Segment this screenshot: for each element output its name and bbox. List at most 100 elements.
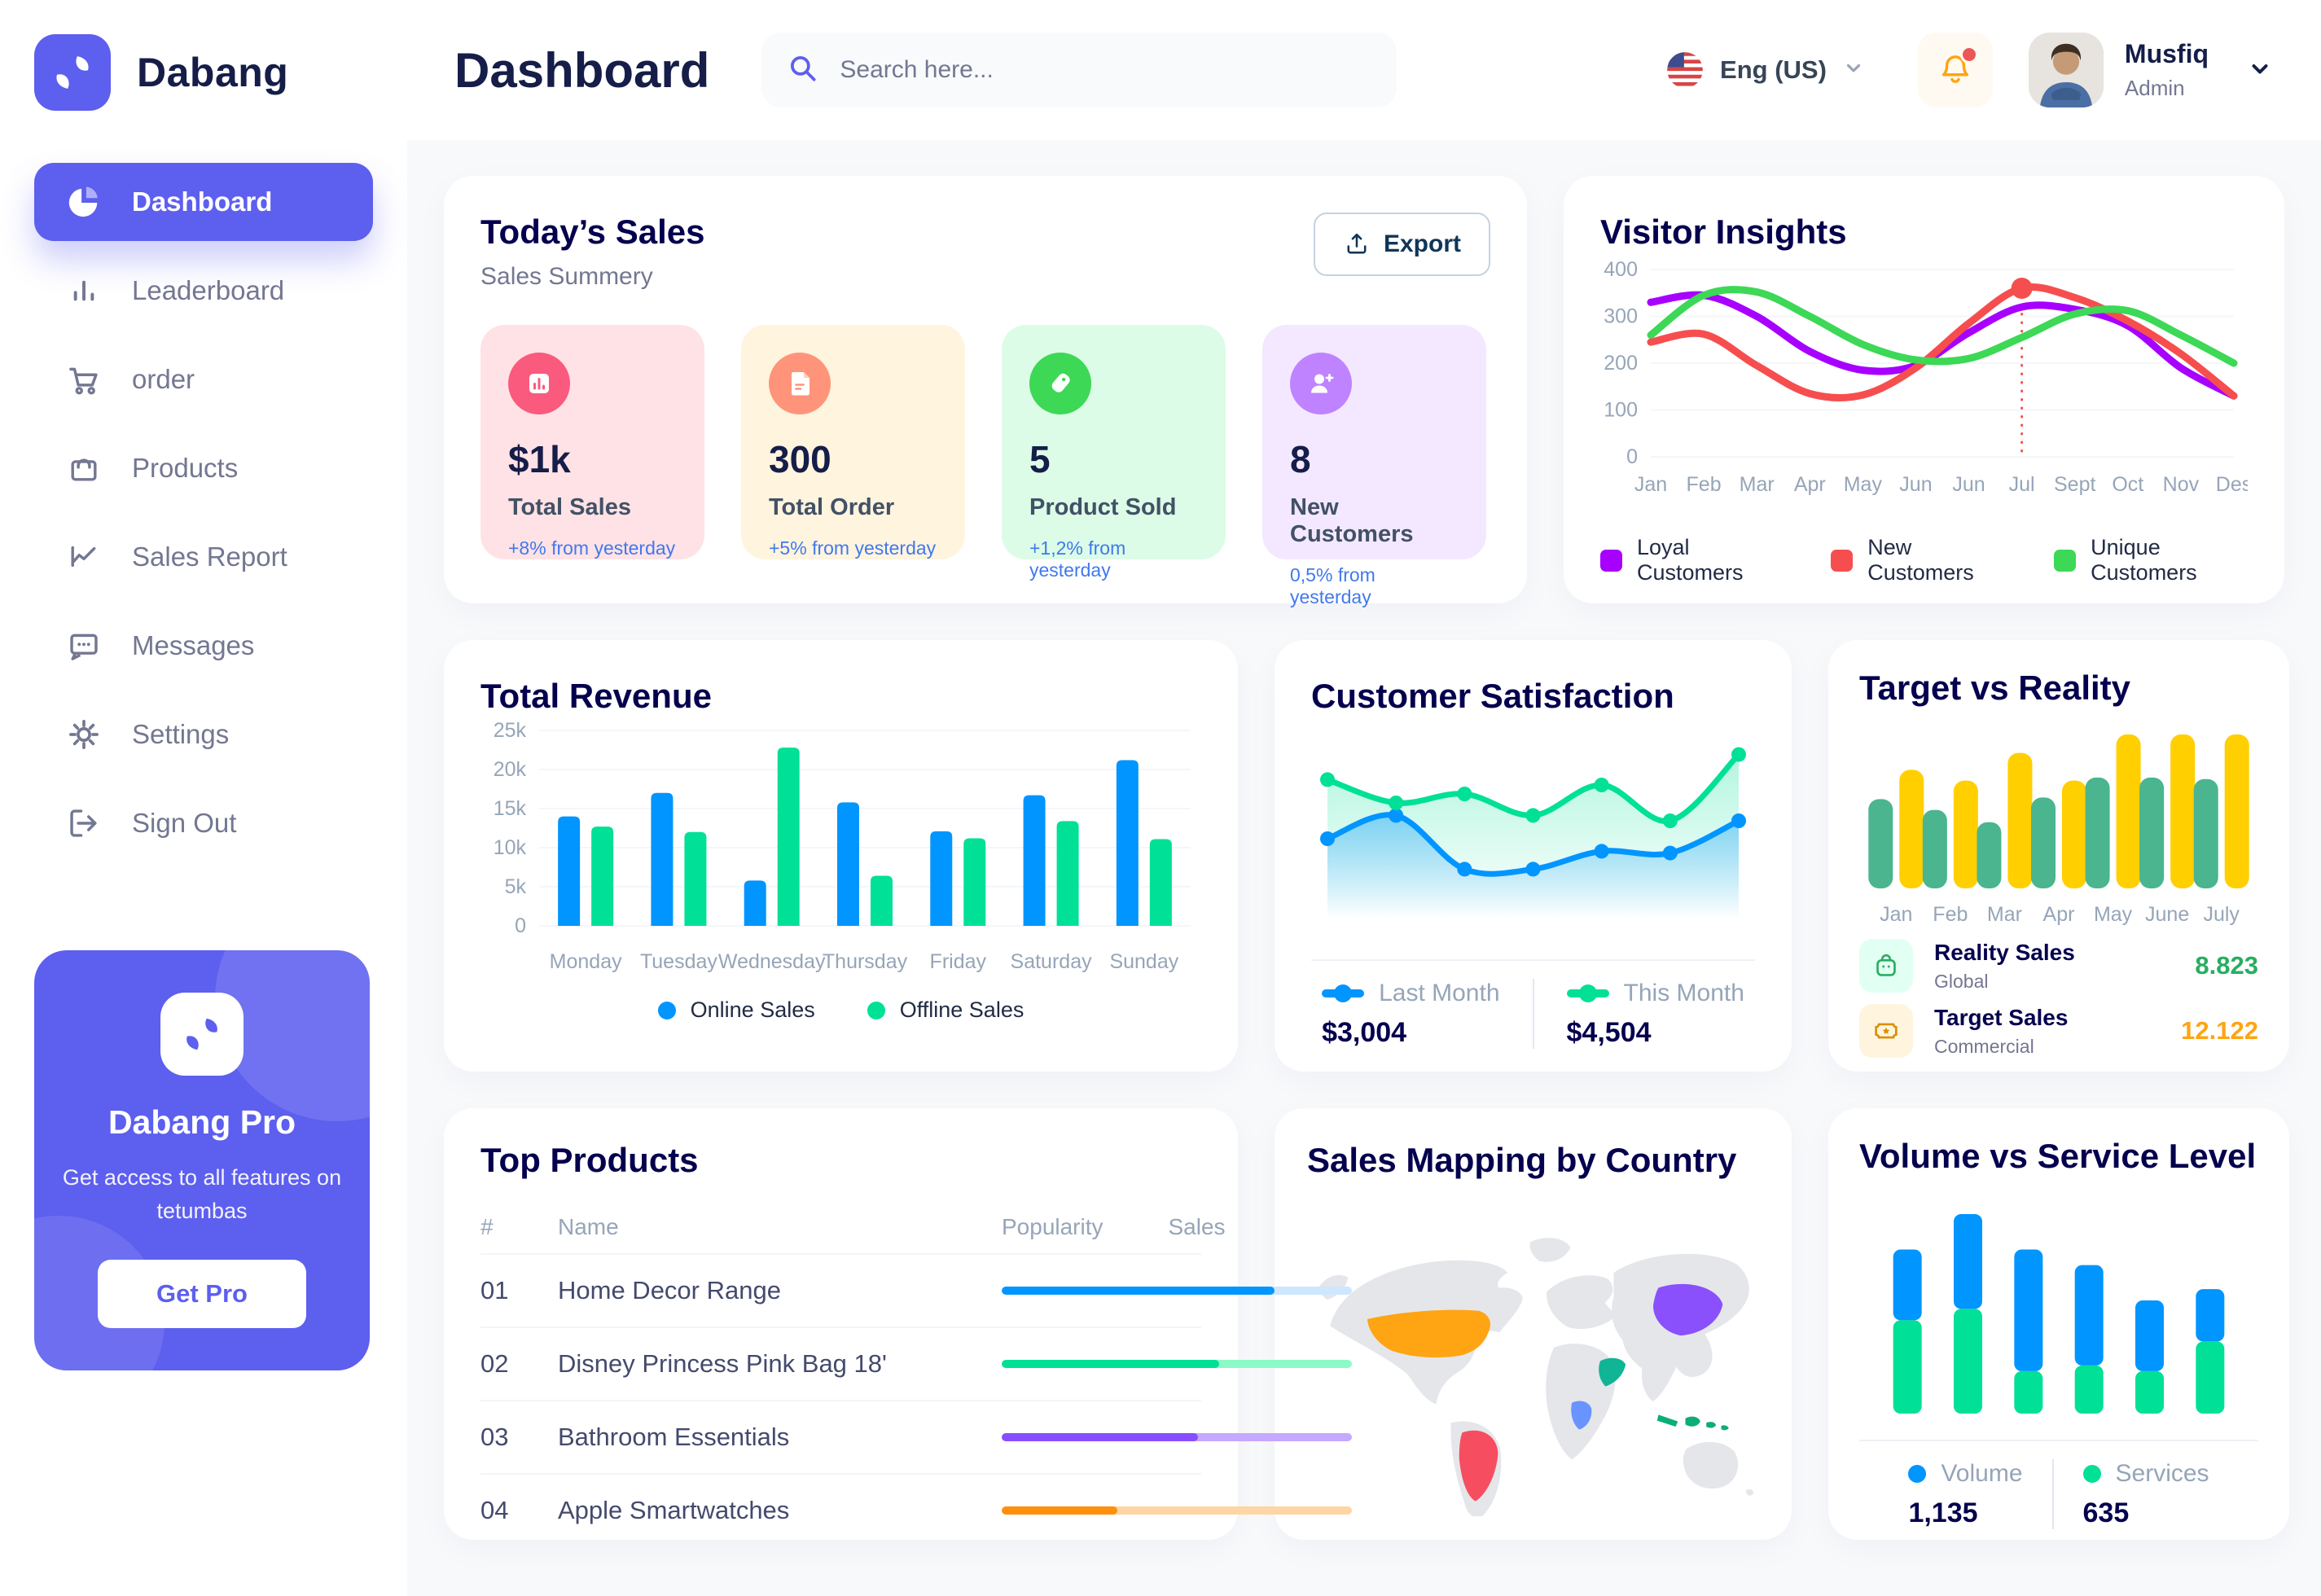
search-icon — [786, 51, 820, 90]
svg-text:Jan: Jan — [1880, 903, 1912, 926]
target-vs-reality-card: Target vs Reality Jan Feb Mar Apr May June Jul… — [1828, 640, 2289, 1072]
svg-text:Jul: Jul — [2009, 473, 2035, 496]
search-input[interactable] — [838, 55, 1373, 85]
total-revenue-title: Total Revenue — [480, 677, 712, 715]
legend-item: Last Month $3,004 — [1322, 979, 1500, 1048]
sales-mapping-title: Sales Mapping by Country — [1307, 1141, 1737, 1179]
svg-text:100: 100 — [1604, 399, 1638, 422]
sidebar-item-products[interactable]: Products — [34, 429, 373, 507]
legend-divider — [2051, 1459, 2054, 1529]
visitor-insights-legend: Loyal Customers New Customers Unique Cus… — [1600, 535, 2248, 585]
stat-change: +1,2% from yesterday — [1029, 537, 1126, 581]
sidebar-item-messages[interactable]: Messages — [34, 607, 373, 685]
sidebar-item-label: order — [132, 364, 195, 394]
sidebar-item-sales-report[interactable]: Sales Report — [34, 518, 373, 596]
continent-greenland — [1529, 1238, 1571, 1262]
popularity-bar — [1002, 1287, 1352, 1295]
last-month-total: $3,004 — [1322, 1016, 1407, 1048]
sidebar-item-leaderboard[interactable]: Leaderboard — [34, 252, 373, 330]
brand-name: Dabang — [137, 50, 289, 95]
total-revenue-chart: 0 5k 10k 15k 20k 25k Monday Tuesday WednesdayThu… — [494, 719, 1191, 973]
sidebar-item-label: Dashboard — [132, 186, 273, 217]
legend-item: Loyal Customers — [1600, 535, 1779, 585]
country-dr-congo — [1571, 1401, 1592, 1430]
customer-satisfaction-legend: Last Month $3,004 This Month $4,504 — [1311, 979, 1755, 1049]
svg-text:Des: Des — [2216, 473, 2248, 496]
pro-banner: Dabang Pro Get access to all features on… — [34, 950, 370, 1370]
sidebar: Dabang Dashboard Leaderboard order — [0, 0, 407, 1596]
sidebar-item-order[interactable]: order — [34, 340, 373, 419]
sidebar-item-label: Sign Out — [132, 808, 237, 838]
sidebar-item-label: Settings — [132, 719, 230, 749]
svg-text:0: 0 — [1626, 445, 1638, 468]
pro-description: Get access to all features on tetumbas — [62, 1165, 342, 1223]
pie-chart-icon — [65, 183, 103, 221]
file-icon — [769, 353, 831, 414]
stat-value: 5 — [1029, 438, 1051, 480]
svg-text:Friday: Friday — [930, 950, 987, 973]
top-products-title: Top Products — [480, 1141, 699, 1179]
total-revenue-legend: Online Sales Offline Sales — [480, 998, 1201, 1023]
product-num: 01 — [480, 1276, 509, 1304]
target-sales-sub: Commercial — [1934, 1035, 2034, 1057]
gear-icon — [65, 716, 103, 753]
svg-text:May: May — [1844, 473, 1883, 496]
stat-value: 8 — [1290, 438, 1311, 480]
bell-icon — [1941, 55, 1969, 83]
table-row[interactable]: 02 Disney Princess Pink Bag 18' 29% — [480, 1326, 1474, 1400]
country-indonesia — [1656, 1414, 1729, 1431]
stat-value: 300 — [769, 438, 831, 480]
svg-text:15k: 15k — [494, 797, 527, 820]
total-revenue-card: Total Revenue 0 5k 10k 15k 20k 25k Monday Tuesd… — [444, 640, 1238, 1072]
dashboard-content: Today’s Sales Sales Summery Export — [407, 140, 2321, 1596]
get-pro-button[interactable]: Get Pro — [98, 1260, 306, 1328]
svg-text:Jan: Jan — [1634, 473, 1667, 496]
sidebar-item-sign-out[interactable]: Sign Out — [34, 784, 373, 862]
chevron-down-icon — [2248, 56, 2272, 85]
language-selector[interactable]: Eng (US) — [1666, 51, 1864, 89]
user-menu[interactable]: Musfiq Admin — [2028, 33, 2272, 107]
svg-text:10k: 10k — [494, 836, 527, 859]
us-flag-icon — [1667, 52, 1703, 88]
sidebar-item-settings[interactable]: Settings — [34, 695, 373, 774]
volume-service-card: Volume vs Service Level Volume 1,135 Ser… — [1828, 1108, 2289, 1540]
stat-change: 0,5% from yesterday — [1290, 564, 1375, 607]
table-row[interactable]: 03 Bathroom Essentials 18% — [480, 1400, 1474, 1473]
sign-out-icon — [65, 805, 103, 842]
svg-text:Feb: Feb — [1687, 473, 1722, 496]
legend-item: Offline Sales — [867, 998, 1024, 1023]
legend-item: Volume 1,135 — [1908, 1459, 2023, 1528]
svg-text:300: 300 — [1604, 305, 1638, 328]
svg-text:Thursday: Thursday — [823, 950, 908, 973]
volume-service-legend: Volume 1,135 Services 635 — [1859, 1459, 2258, 1529]
export-button[interactable]: Export — [1313, 213, 1490, 276]
todays-sales-title: Today’s Sales — [480, 213, 705, 251]
stats-icon — [508, 353, 570, 414]
sidebar-item-dashboard[interactable]: Dashboard — [34, 163, 373, 241]
svg-text:Jun: Jun — [1952, 473, 1985, 496]
this-month-total: $4,504 — [1566, 1016, 1652, 1048]
svg-text:Sunday: Sunday — [1109, 950, 1178, 973]
table-row[interactable]: 01 Home Decor Range 45% — [480, 1253, 1474, 1326]
volume-total: 1,135 — [1908, 1497, 1978, 1528]
svg-text:Wednesday: Wednesday — [718, 950, 826, 973]
brand-logo-icon — [34, 34, 111, 111]
svg-text:July: July — [2203, 903, 2240, 926]
legend-item: Online Sales — [657, 998, 815, 1023]
stat-value: $1k — [508, 438, 571, 480]
pro-logo-icon — [160, 993, 244, 1076]
volume-service-chart — [1893, 1214, 2225, 1414]
svg-text:0: 0 — [515, 914, 526, 937]
product-num: 04 — [480, 1496, 509, 1524]
stat-card-product-sold: 5 Product Sold +1,2% from yesterday — [1002, 325, 1226, 581]
user-name: Musfiq — [2124, 39, 2209, 68]
bag-icon — [65, 449, 103, 487]
sales-mapping-card: Sales Mapping by Country — [1275, 1108, 1792, 1540]
customer-satisfaction-card: Customer Satisfaction Last Month $3,004 … — [1275, 640, 1792, 1072]
table-row[interactable]: 04 Apple Smartwatches 25% — [480, 1473, 1474, 1546]
notification-button[interactable] — [1917, 33, 1993, 107]
target-vs-reality-title: Target vs Reality — [1859, 669, 2131, 707]
search-box[interactable] — [761, 33, 1397, 107]
header: Dashboard Eng (US) — [407, 0, 2321, 140]
svg-text:Apr: Apr — [1794, 473, 1826, 496]
